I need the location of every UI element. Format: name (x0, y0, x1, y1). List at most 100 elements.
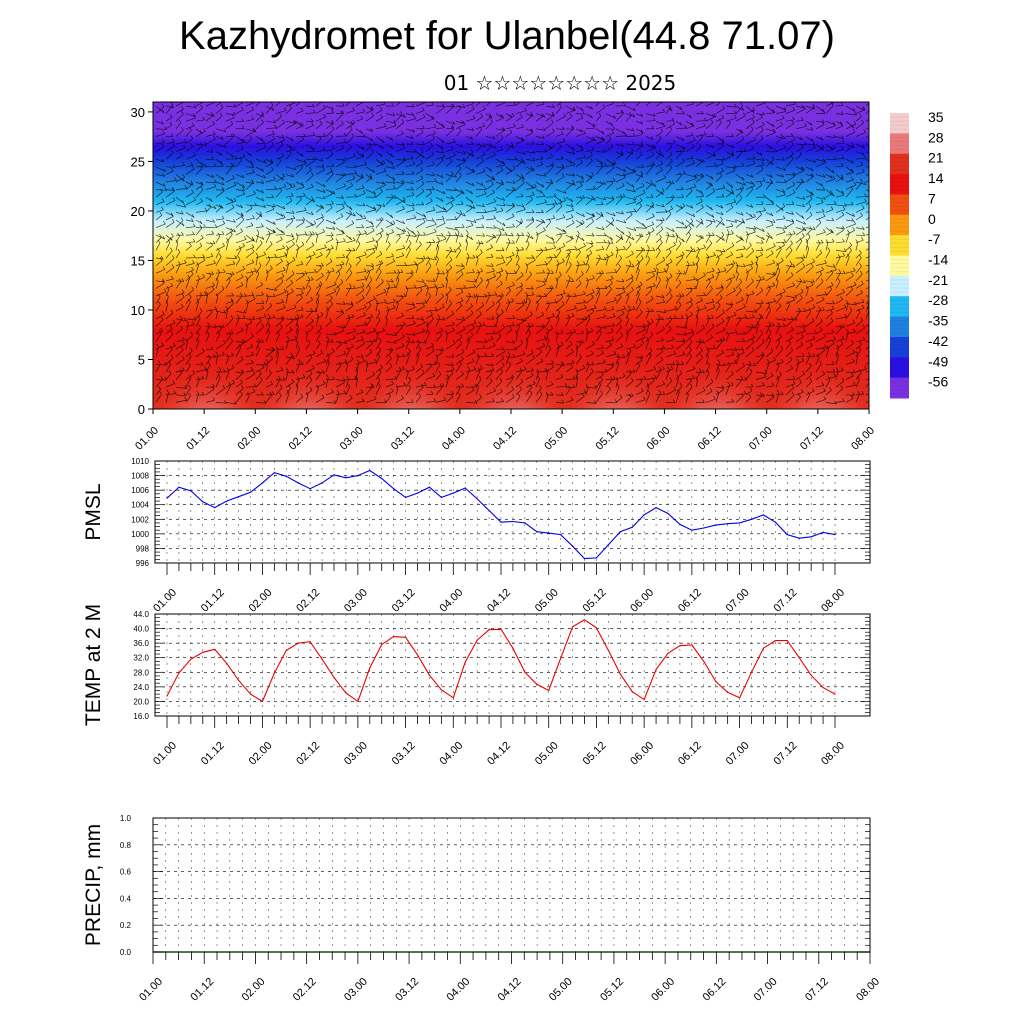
wind-barb-feather (157, 239, 161, 243)
wind-barb-feather (329, 204, 333, 208)
wind-barb-feather (402, 114, 406, 118)
wind-barb (705, 243, 713, 251)
wind-barb (215, 218, 225, 221)
wind-barb-feather (809, 211, 813, 216)
wind-barb (275, 144, 284, 152)
wind-barb-feather (232, 133, 235, 137)
wind-barb (855, 171, 865, 175)
wind-barb-feather (783, 107, 787, 111)
wind-barb-feather (407, 231, 410, 235)
wind-barb (425, 118, 434, 122)
wind-barb-feather (341, 110, 344, 114)
wind-barb-feather (422, 125, 425, 129)
wind-barb (515, 126, 524, 130)
wind-barb-feather (678, 240, 682, 244)
wind-barb-feather (542, 114, 546, 118)
wind-barb-feather (351, 133, 354, 137)
wind-barb (535, 143, 544, 145)
wind-barb (465, 271, 475, 274)
wind-barb-feather (493, 151, 496, 156)
wind-barb-feather (251, 106, 255, 110)
wind-barb (855, 242, 859, 251)
wind-barb (465, 204, 476, 209)
wind-barb (175, 242, 179, 251)
wind-barb-feather (289, 197, 293, 201)
wind-barb (685, 219, 695, 227)
wind-barb-feather (390, 145, 394, 149)
wind-barb-feather (445, 269, 449, 273)
wind-barb-feather (470, 190, 473, 194)
wind-barb-feather (163, 168, 166, 172)
wind-barb-feather (491, 97, 493, 100)
wind-barb (275, 122, 285, 130)
wind-barb-feather (520, 193, 524, 197)
wind-barb (795, 120, 804, 122)
wind-barb (815, 252, 823, 259)
wind-barb-feather (603, 149, 606, 153)
wind-barb-feather (300, 261, 304, 265)
wind-barb (515, 257, 520, 266)
wind-barb-feather (332, 226, 336, 230)
wind-barb (325, 153, 334, 160)
wind-barb-feather (592, 213, 596, 217)
wind-barb-feather (855, 239, 858, 243)
wind-barb-feather (640, 129, 644, 133)
wind-barb (645, 120, 656, 122)
wind-barb-feather (520, 218, 524, 222)
wind-barb-feather (570, 203, 574, 207)
wind-barb-feather (802, 179, 805, 183)
wind-barb (325, 128, 335, 137)
wind-barb-feather (521, 137, 525, 142)
wind-barb (625, 253, 634, 259)
wind-barb-feather (802, 196, 806, 200)
wind-barb-feather (253, 190, 256, 194)
wind-barb-feather (776, 262, 779, 266)
wind-barb (395, 272, 400, 281)
wind-barb-feather (411, 269, 414, 274)
wind-barb-feather (193, 113, 196, 117)
wind-barb-feather (447, 231, 451, 235)
wind-barb-feather (231, 114, 235, 118)
wind-barb (435, 181, 444, 185)
wind-barb (225, 219, 236, 223)
wind-barb-feather (633, 208, 637, 212)
wind-barb (555, 133, 564, 137)
heatmap-field (153, 97, 869, 409)
wind-barb (335, 267, 343, 274)
wind-barb-feather (230, 162, 234, 166)
wind-barb (345, 110, 355, 114)
wind-barb-feather (329, 258, 333, 262)
wind-barb-feather (167, 239, 171, 243)
wind-barb (205, 134, 216, 137)
wind-barb (805, 158, 816, 163)
wind-barb (625, 143, 635, 146)
wind-barb-feather (530, 111, 533, 116)
wind-barb-feather (714, 162, 717, 166)
wind-barb (855, 227, 865, 230)
wind-barb-feather (809, 122, 813, 126)
wind-barb (825, 209, 834, 213)
wind-barb (305, 186, 314, 190)
wind-barb (735, 219, 745, 224)
wind-barb (765, 262, 775, 266)
wind-barb (835, 230, 844, 236)
wind-barb-feather (641, 182, 645, 187)
wind-barb (465, 151, 474, 160)
wind-barb (755, 203, 764, 206)
wind-barb-feather (380, 260, 384, 264)
wind-barb (445, 227, 457, 231)
wind-barb-feather (806, 245, 810, 249)
wind-barb-feather (690, 155, 694, 159)
wind-barb (505, 226, 515, 228)
wind-barb-feather (542, 193, 546, 197)
wind-barb (735, 115, 746, 122)
wind-barb-feather (517, 254, 520, 259)
wind-barb (835, 142, 845, 145)
wind-barb-feather (752, 114, 755, 118)
wind-barb (845, 250, 852, 259)
wind-barb (265, 169, 274, 175)
wind-barb (605, 146, 613, 152)
wind-barb-feather (809, 226, 812, 230)
wind-barb-feather (341, 102, 345, 107)
wind-barb-feather (733, 164, 737, 169)
